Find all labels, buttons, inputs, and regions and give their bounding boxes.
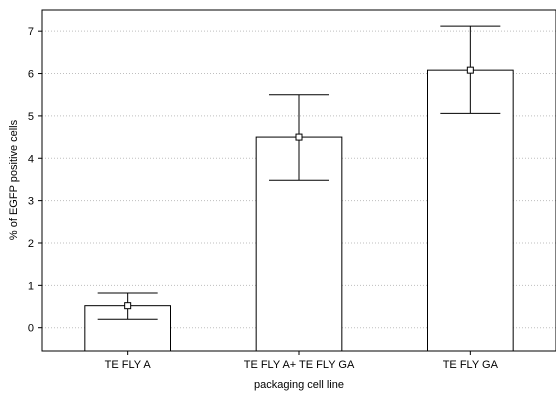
mean-markers: [124, 66, 474, 310]
mean-marker: [466, 66, 474, 74]
x-axis-title: packaging cell line: [254, 379, 344, 391]
y-tick-label: 0: [28, 323, 34, 335]
mean-marker: [295, 133, 303, 141]
y-axis-ticks: 0 1 2 3 4 5 6 7: [28, 26, 42, 335]
y-tick-label: 5: [28, 111, 34, 123]
x-tick-label: TE FLY A: [105, 359, 152, 371]
y-tick-label: 6: [28, 69, 34, 81]
x-tick-label: TE FLY A+ TE FLY GA: [244, 359, 355, 371]
y-tick-label: 3: [28, 196, 34, 208]
y-tick-label: 7: [28, 26, 34, 38]
y-tick-label: 2: [28, 238, 34, 250]
x-tick-label: TE FLY GA: [443, 359, 499, 371]
y-axis-title: % of EGFP positive cells: [8, 119, 20, 240]
mean-marker: [124, 302, 132, 310]
y-tick-label: 1: [28, 280, 34, 292]
bar: [427, 69, 514, 352]
y-tick-label: 4: [28, 153, 34, 165]
x-axis-ticks: TE FLY A TE FLY A+ TE FLY GA TE FLY GA: [105, 351, 499, 371]
